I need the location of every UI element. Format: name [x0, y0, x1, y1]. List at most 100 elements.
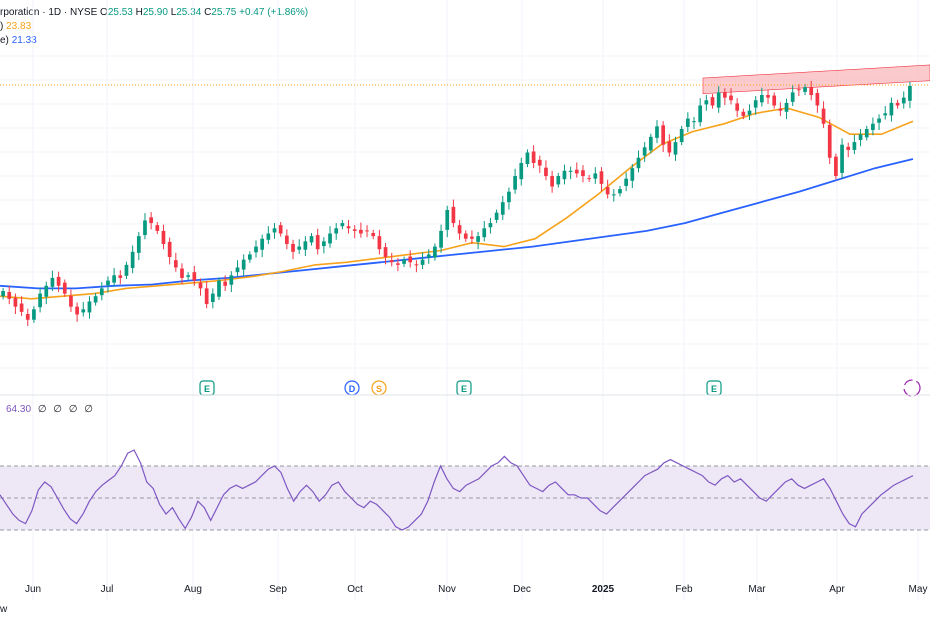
x-tick-label: Dec — [513, 584, 531, 595]
low-label: L — [170, 7, 177, 18]
event-code: E — [711, 384, 717, 394]
candle-body — [673, 142, 678, 155]
candle-body — [908, 85, 912, 101]
candle-body — [476, 236, 480, 242]
candle — [753, 96, 758, 115]
candle-body — [871, 123, 875, 131]
candle — [846, 142, 851, 158]
candle-body — [291, 243, 295, 252]
candle-body — [118, 275, 123, 278]
candle — [901, 91, 906, 109]
candle-body — [198, 282, 203, 289]
candle — [155, 222, 160, 235]
resistance-band — [702, 64, 930, 95]
x-tick-label: Sep — [269, 584, 287, 595]
candle-body — [396, 263, 400, 265]
candle-body — [741, 111, 746, 116]
candle-body — [408, 256, 413, 263]
candle-body — [180, 268, 184, 278]
candle — [352, 225, 357, 239]
event-marker: D — [344, 380, 360, 396]
candle — [655, 120, 659, 144]
candle-body — [81, 309, 86, 313]
candle — [87, 296, 92, 319]
candle — [198, 278, 203, 296]
candle — [285, 229, 289, 250]
candle-body — [883, 113, 888, 116]
candle — [827, 119, 832, 165]
candle — [365, 225, 369, 238]
candle — [414, 260, 419, 273]
candle — [457, 219, 462, 240]
candle-body — [315, 235, 320, 250]
refresh-circle — [903, 379, 921, 397]
candle-body — [581, 170, 585, 177]
close-label: C — [204, 7, 212, 18]
candle-body — [630, 168, 635, 181]
candle — [81, 301, 86, 317]
x-tick-label: Aug — [184, 584, 202, 595]
candle-body — [192, 272, 197, 281]
candle-body — [377, 236, 382, 250]
low-value: 25.34 — [176, 7, 202, 18]
candle — [463, 230, 468, 242]
candle-body — [143, 220, 147, 236]
event-code: D — [349, 384, 356, 394]
close-value: 25.75 — [211, 7, 237, 18]
candle-body — [513, 176, 517, 190]
candle — [648, 133, 653, 154]
x-tick-label: 2025 — [592, 584, 615, 595]
candle-body — [359, 229, 363, 234]
candle-body — [167, 241, 172, 258]
candle-body — [50, 277, 55, 287]
candle-body — [106, 280, 110, 286]
candle-body — [56, 276, 61, 286]
candle — [636, 150, 641, 173]
x-tick-label: Apr — [829, 584, 845, 595]
candle — [322, 237, 326, 254]
candle — [38, 287, 42, 313]
open-label: O — [100, 7, 108, 18]
candle — [766, 89, 770, 104]
candle-body — [241, 259, 246, 270]
candle-body — [593, 173, 598, 179]
candle — [291, 239, 295, 260]
candle-body — [247, 254, 252, 260]
candle — [513, 168, 517, 194]
symbol-label: rporation · 1D · NYSE — [0, 7, 98, 18]
candle — [735, 98, 740, 117]
candle-body — [235, 267, 240, 273]
candle-body — [44, 285, 49, 297]
candle-body — [340, 223, 345, 227]
candle-body — [328, 233, 332, 244]
candle-body — [439, 230, 443, 248]
candle-body — [260, 238, 265, 250]
candle-body — [797, 89, 801, 91]
candle — [69, 289, 73, 312]
candle — [871, 117, 875, 136]
candle — [56, 271, 61, 293]
candle-body — [562, 170, 567, 180]
candle-body — [827, 124, 832, 158]
candle — [334, 223, 339, 240]
candle — [44, 281, 49, 305]
candle-body — [346, 226, 351, 229]
candle-body — [433, 246, 437, 258]
candle — [790, 85, 795, 107]
event-marker: E — [456, 380, 472, 396]
candle — [488, 217, 493, 234]
candle — [346, 219, 351, 234]
candle-body — [704, 100, 709, 105]
candle — [624, 172, 628, 192]
rsi-legend: 64.30 ∅ ∅ ∅ ∅ — [6, 404, 95, 415]
candle-body — [655, 126, 659, 138]
candle-body — [624, 178, 628, 186]
candle — [420, 252, 425, 270]
candle — [760, 87, 764, 107]
candle — [803, 84, 807, 96]
candle — [19, 296, 24, 317]
bottom-mark: w — [0, 604, 8, 615]
high-label: H — [135, 7, 143, 18]
candle-body — [821, 108, 826, 124]
